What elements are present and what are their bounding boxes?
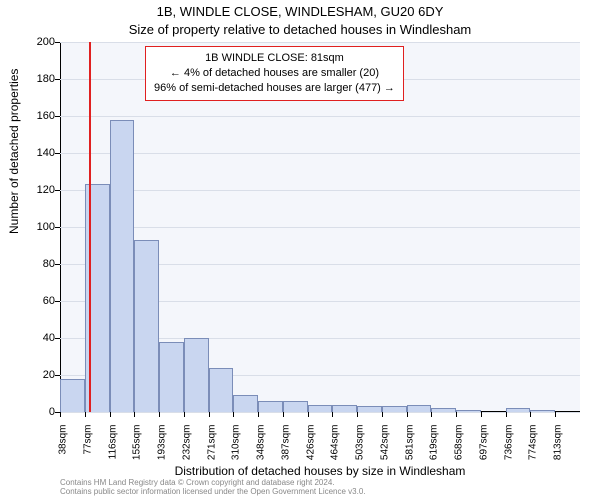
xtick-mark (283, 412, 284, 417)
ytick-label: 20 (15, 369, 55, 381)
histogram-bar (456, 410, 481, 412)
xtick-mark (456, 412, 457, 417)
ytick-mark (55, 153, 60, 154)
ytick-label: 120 (15, 184, 55, 196)
xtick-mark (258, 412, 259, 417)
ytick-mark (55, 116, 60, 117)
footer-line-1: Contains HM Land Registry data © Crown c… (60, 478, 366, 488)
gridline (60, 42, 580, 43)
ytick-mark (55, 338, 60, 339)
title-line-1: 1B, WINDLE CLOSE, WINDLESHAM, GU20 6DY (0, 4, 600, 19)
histogram-bar (233, 395, 258, 412)
xtick-mark (481, 412, 482, 417)
gridline (60, 153, 580, 154)
xtick-mark (555, 412, 556, 417)
histogram-bar (530, 410, 555, 412)
histogram-bar (357, 406, 382, 412)
histogram-bar (431, 408, 456, 412)
x-axis-label: Distribution of detached houses by size … (60, 464, 580, 478)
gridline (60, 116, 580, 117)
histogram-bar (159, 342, 184, 412)
xtick-mark (308, 412, 309, 417)
ytick-label: 60 (15, 295, 55, 307)
xtick-mark (233, 412, 234, 417)
ytick-label: 160 (15, 110, 55, 122)
ytick-label: 180 (15, 73, 55, 85)
ytick-label: 140 (15, 147, 55, 159)
ytick-label: 100 (15, 221, 55, 233)
histogram-bar (332, 405, 357, 412)
xtick-mark (134, 412, 135, 417)
ytick-mark (55, 264, 60, 265)
xtick-mark (85, 412, 86, 417)
xtick-mark (209, 412, 210, 417)
ytick-label: 80 (15, 258, 55, 270)
histogram-bar (308, 405, 333, 412)
xtick-mark (110, 412, 111, 417)
plot-area: 02040608010012014016018020038sqm77sqm116… (60, 42, 580, 412)
xtick-mark (332, 412, 333, 417)
ytick-mark (55, 42, 60, 43)
gridline (60, 190, 580, 191)
y-axis-label: Number of detached properties (7, 69, 21, 234)
ytick-mark (55, 375, 60, 376)
footer-attribution: Contains HM Land Registry data © Crown c… (60, 478, 366, 497)
xtick-mark (407, 412, 408, 417)
ytick-mark (55, 190, 60, 191)
histogram-bar (283, 401, 308, 412)
histogram-bar (506, 408, 531, 412)
xtick-mark (530, 412, 531, 417)
gridline (60, 227, 580, 228)
ytick-label: 200 (15, 36, 55, 48)
info-line-1: 1B WINDLE CLOSE: 81sqm (154, 51, 395, 66)
ytick-label: 40 (15, 332, 55, 344)
ytick-label: 0 (15, 406, 55, 418)
gridline (60, 412, 580, 413)
ytick-mark (55, 301, 60, 302)
info-line-2: ← 4% of detached houses are smaller (20) (154, 66, 395, 81)
xtick-mark (159, 412, 160, 417)
histogram-bar (184, 338, 209, 412)
histogram-bar (209, 368, 234, 412)
histogram-bar (258, 401, 283, 412)
histogram-bar (110, 120, 135, 412)
xtick-mark (60, 412, 61, 417)
xtick-mark (184, 412, 185, 417)
histogram-bar (382, 406, 407, 412)
histogram-bar (134, 240, 159, 412)
title-line-2: Size of property relative to detached ho… (0, 22, 600, 37)
info-line-3: 96% of semi-detached houses are larger (… (154, 81, 395, 96)
info-box: 1B WINDLE CLOSE: 81sqm← 4% of detached h… (145, 46, 404, 101)
xtick-mark (357, 412, 358, 417)
xtick-mark (506, 412, 507, 417)
histogram-bar (60, 379, 85, 412)
xtick-mark (382, 412, 383, 417)
histogram-bar (407, 405, 432, 412)
footer-line-2: Contains public sector information licen… (60, 487, 366, 497)
property-marker-line (89, 42, 91, 412)
xtick-mark (431, 412, 432, 417)
ytick-mark (55, 79, 60, 80)
ytick-mark (55, 227, 60, 228)
chart-container: 1B, WINDLE CLOSE, WINDLESHAM, GU20 6DY S… (0, 0, 600, 500)
